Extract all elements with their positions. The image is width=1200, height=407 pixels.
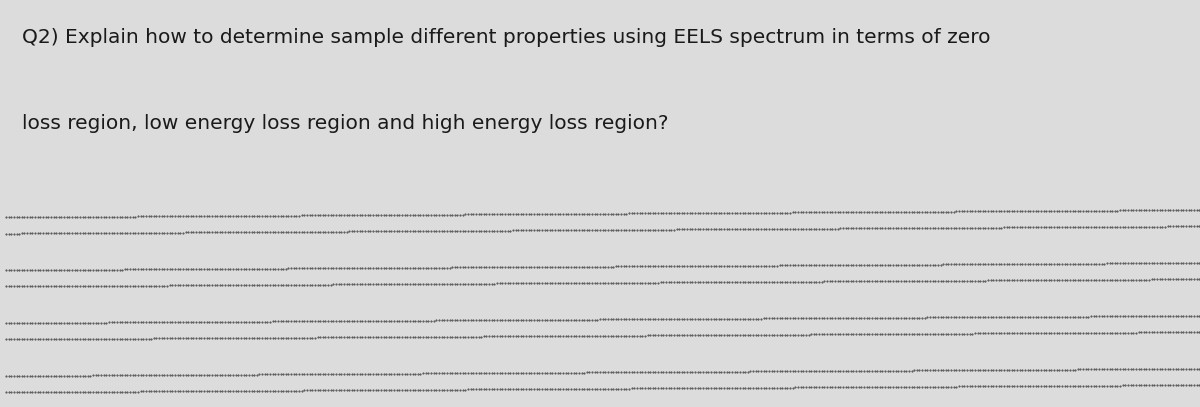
Text: Q2) Explain how to determine sample different properties using EELS spectrum in : Q2) Explain how to determine sample diff… — [22, 28, 990, 48]
Text: loss region, low energy loss region and high energy loss region?: loss region, low energy loss region and … — [22, 114, 668, 133]
